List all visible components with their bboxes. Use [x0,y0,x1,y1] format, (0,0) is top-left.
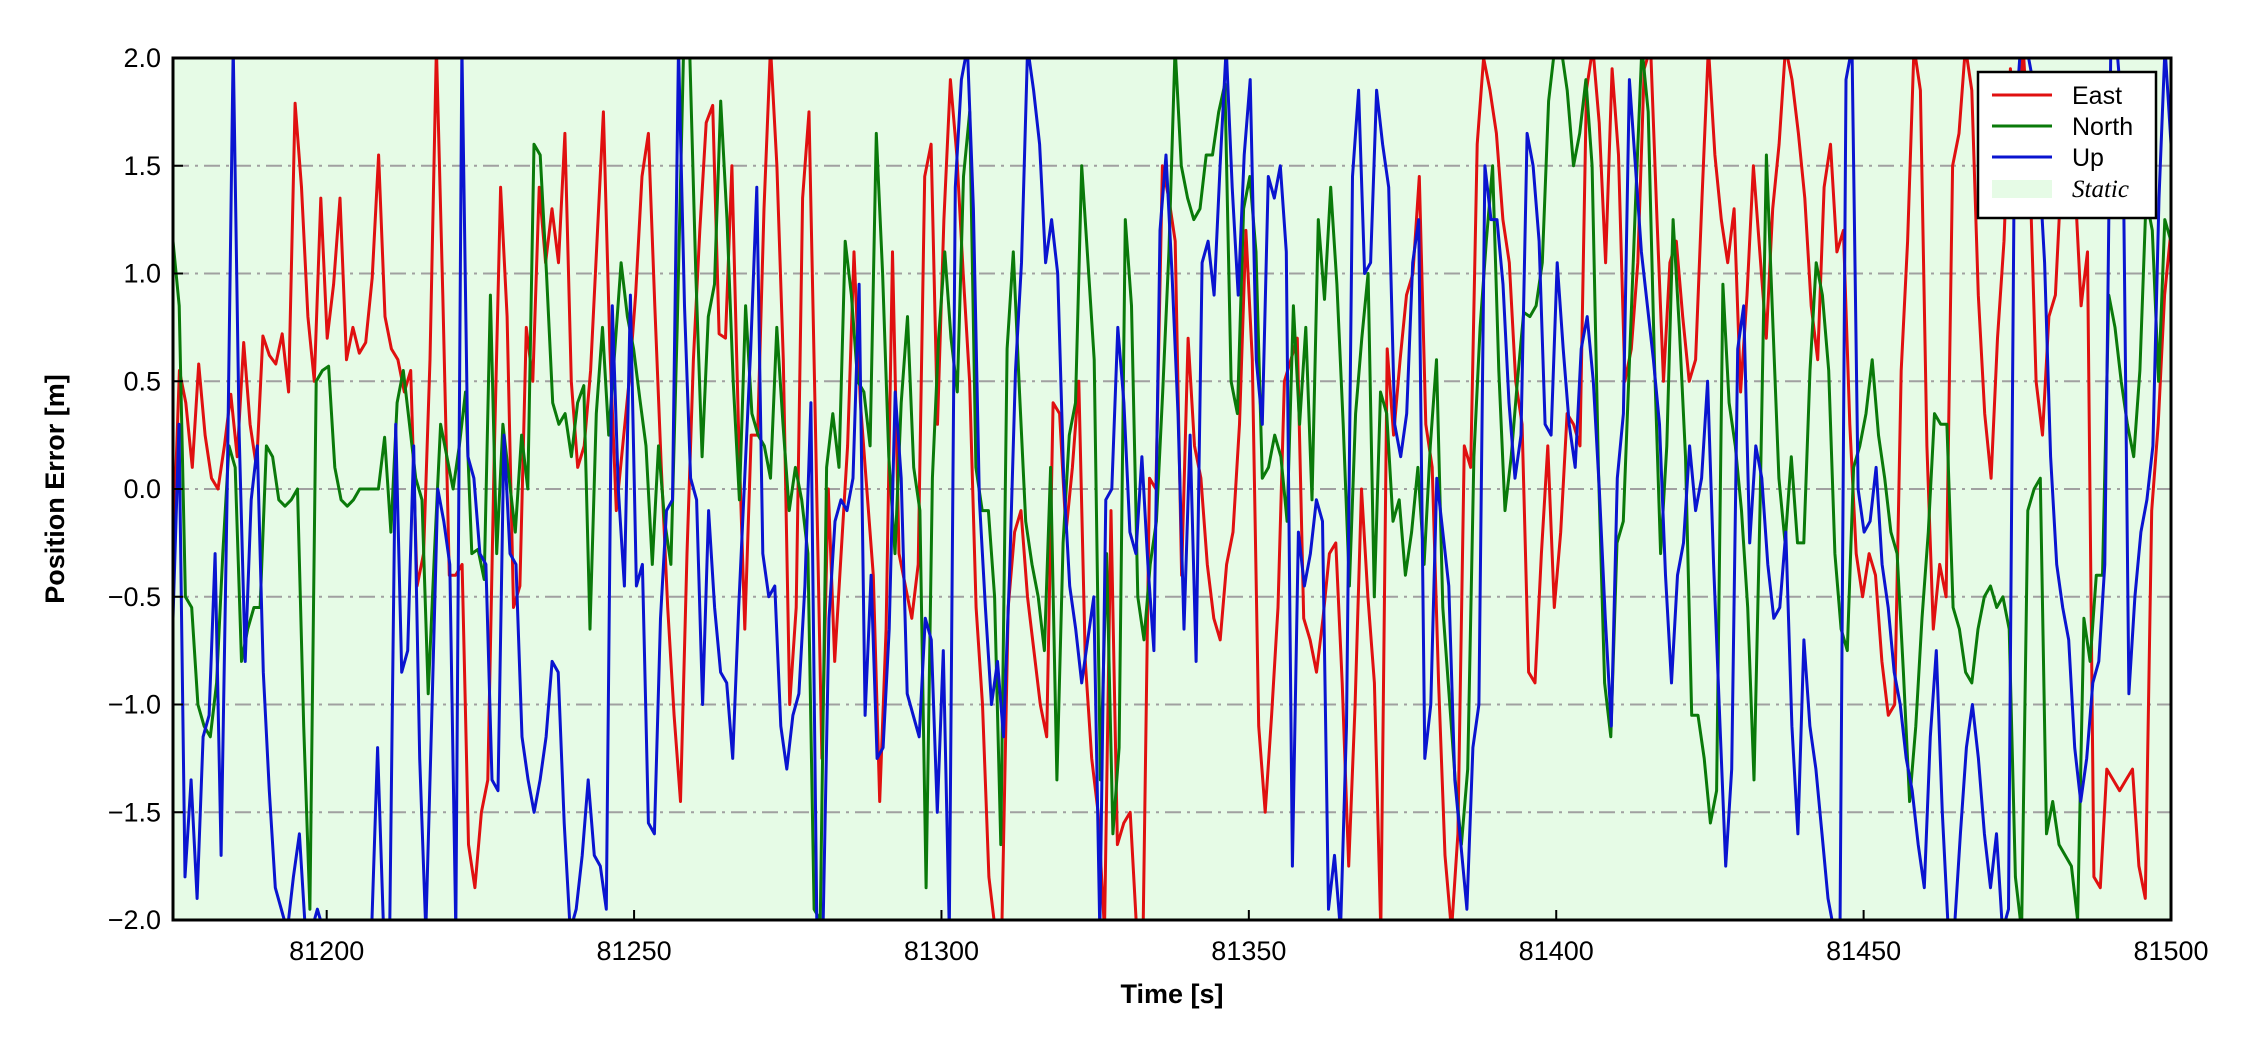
y-tick-label: −2.0 [108,905,161,935]
legend-label-up: Up [2072,144,2104,172]
y-tick-label: 0.5 [123,366,161,396]
series-line-east [173,58,2171,920]
legend-swatch-static [1992,180,2052,198]
legend: East North Up Static [1976,70,2158,220]
y-axis-ticks: −2.0 −1.5 −1.0 −0.5 0.0 0.5 1.0 1.5 2.0 [108,43,183,935]
legend-label-north: North [2072,113,2133,141]
x-axis-label: Time [s] [1120,979,1223,1009]
x-tick-label: 81500 [2133,936,2208,966]
x-tick-label: 81250 [597,936,672,966]
y-tick-label: 2.0 [123,43,161,73]
legend-label-east: East [2072,82,2122,110]
y-tick-label: 1.0 [123,259,161,289]
x-tick-label: 81400 [1519,936,1594,966]
x-axis-ticks: 81200 81250 81300 81350 81400 81450 81500 [289,910,2209,966]
series-layer [173,58,2171,920]
y-tick-label: 0.0 [123,474,161,504]
y-axis-label: Position Error [m] [40,374,70,604]
series-line-up [173,58,2171,920]
y-tick-label: 1.5 [123,151,161,181]
x-tick-label: 81350 [1211,936,1286,966]
x-tick-label: 81200 [289,936,364,966]
y-tick-label: −1.0 [108,690,161,720]
x-tick-label: 81300 [904,936,979,966]
y-tick-label: −0.5 [108,582,161,612]
y-tick-label: −1.5 [108,797,161,827]
x-tick-label: 81450 [1826,936,1901,966]
legend-label-static: Static [2072,176,2129,203]
